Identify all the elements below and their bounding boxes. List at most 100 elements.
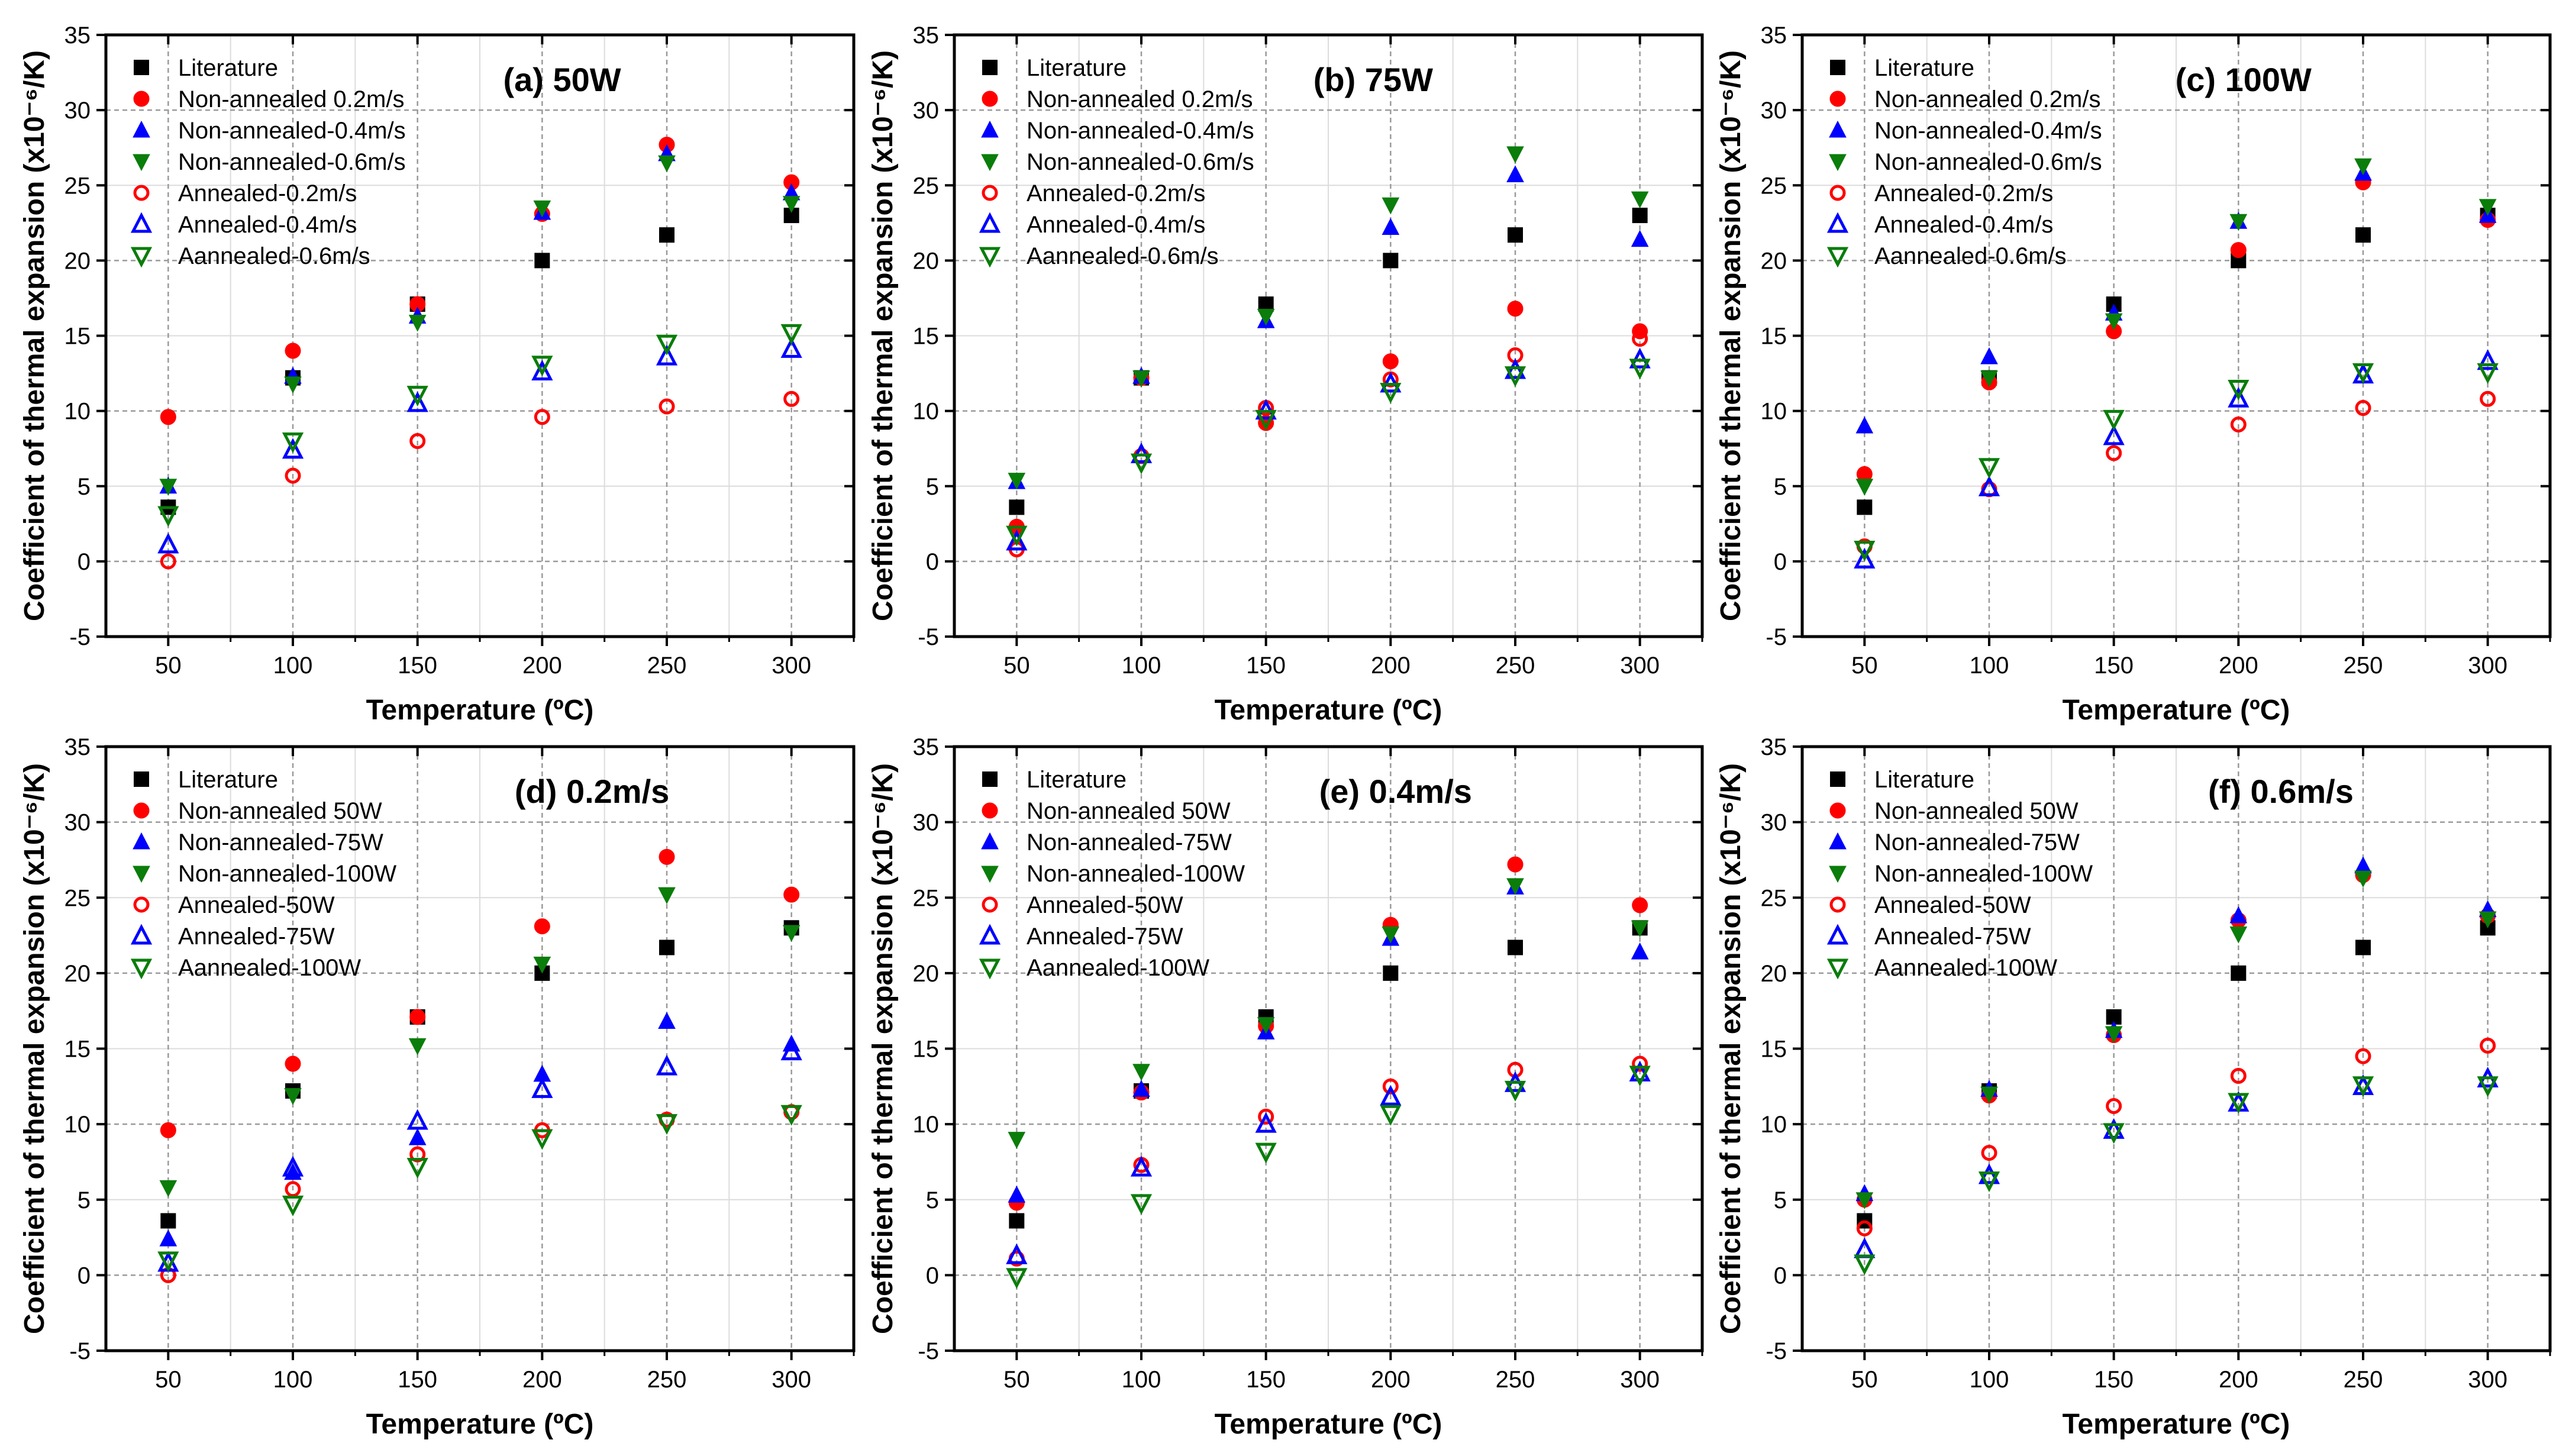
y-tick-label: 0 — [78, 1263, 91, 1289]
data-point-triangle-up-open — [1255, 1112, 1277, 1133]
y-tick-label: -5 — [69, 624, 91, 650]
data-point-triangle-up — [1980, 347, 1998, 364]
legend-marker-triangle-down — [1829, 154, 1847, 172]
y-tick-label: 30 — [1761, 98, 1787, 124]
legend-marker-triangle-up-open — [979, 924, 1001, 945]
data-point-circle-open — [1632, 1055, 1648, 1072]
legend-label: Aannealed-100W — [1027, 955, 1209, 981]
data-point-triangle-down-open — [1978, 458, 2000, 479]
data-point-triangle-up — [1132, 1080, 1150, 1097]
panel-f: 50 100 150 200 250 300 -5 0 5 10 15 20 25 30 35 Tempera… — [1715, 734, 2552, 1440]
data-point-triangle-down — [2105, 1026, 2123, 1044]
data-point-triangle-down — [1257, 1017, 1275, 1034]
legend-label: Non-annealed 0.2m/s — [1027, 86, 1253, 112]
data-point-square — [534, 253, 550, 269]
legend-label: Aannealed-100W — [178, 955, 361, 981]
legend-label: Annealed-75W — [178, 924, 335, 950]
data-point-triangle-down — [1980, 370, 1998, 388]
data-point-triangle-down-open — [1380, 383, 1402, 404]
legend-marker-square — [1830, 771, 1845, 787]
legend-label: Non-annealed 50W — [1874, 798, 2079, 824]
data-point-circle-open — [2106, 1097, 2122, 1114]
x-tick-label: 200 — [522, 1367, 562, 1393]
data-point-triangle-up — [658, 1012, 676, 1029]
data-point-triangle-down-open — [1130, 1194, 1153, 1215]
data-point-triangle-down — [284, 1088, 302, 1105]
legend-marker-triangle-up-open — [979, 212, 1001, 233]
data-point-triangle-down — [1382, 926, 1400, 944]
data-point-circle — [1632, 897, 1648, 913]
data-point-circle-open — [2480, 1037, 2496, 1054]
data-point-triangle-down-open — [1006, 525, 1028, 547]
data-point-triangle-down-open — [157, 506, 179, 527]
data-point-triangle-up — [1382, 218, 1400, 235]
x-tick-label: 100 — [273, 1367, 313, 1393]
data-point-triangle-down-open — [2352, 363, 2374, 384]
data-point-triangle-down — [533, 200, 551, 218]
x-axis-label: Temperature (ºC) — [366, 1409, 594, 1440]
legend-marker-circle — [133, 802, 150, 819]
y-tick-label: 15 — [64, 1037, 91, 1063]
x-tick-label: 100 — [1122, 653, 1161, 679]
y-axis-label: Coefficient of thermal expansion (x10⁻⁶/… — [867, 763, 899, 1334]
data-point-triangle-down-open — [1130, 453, 1153, 474]
legend-marker-square — [982, 60, 998, 75]
x-tick-label: 250 — [647, 653, 687, 679]
data-point-triangle-up-open — [780, 1039, 802, 1061]
y-tick-label: 35 — [913, 734, 940, 760]
data-point-triangle-up-open — [531, 360, 553, 381]
data-point-triangle-down — [2478, 199, 2497, 216]
legend-marker-circle-open — [1829, 896, 1846, 913]
y-axis-label: Coefficient of thermal expansion (x10⁻⁶/… — [1715, 50, 1747, 621]
data-point-triangle-up-open — [2103, 1118, 2125, 1139]
data-point-circle-open — [2230, 417, 2247, 433]
data-point-square — [1857, 499, 1873, 515]
y-tick-label: 15 — [1761, 324, 1787, 350]
y-tick-label: 35 — [913, 22, 940, 49]
data-point-circle-open — [659, 398, 675, 415]
panel-title: (a) 50W — [503, 61, 621, 98]
data-point-triangle-up-open — [282, 1155, 304, 1177]
x-axis-label: Temperature (ºC) — [366, 695, 594, 726]
y-tick-label: 25 — [64, 885, 91, 911]
x-tick-label: 50 — [1003, 1367, 1030, 1393]
data-point-triangle-up-open — [1504, 358, 1526, 379]
y-tick-label: 20 — [913, 248, 940, 274]
x-tick-label: 50 — [1003, 653, 1030, 679]
legend-marker-circle-open — [982, 185, 998, 201]
legend-label: Non-annealed 0.2m/s — [1874, 86, 2100, 112]
x-tick-label: 150 — [2094, 653, 2134, 679]
data-point-triangle-down-open — [531, 1129, 553, 1150]
data-point-square — [2355, 227, 2371, 243]
data-point-triangle-down-open — [2477, 1076, 2499, 1097]
data-point-triangle-down — [159, 1180, 177, 1197]
data-point-triangle-down — [658, 887, 676, 905]
legend-label: Non-annealed 50W — [1027, 798, 1231, 824]
data-point-triangle-down — [284, 376, 302, 393]
data-point-triangle-down — [1631, 191, 1649, 209]
data-point-triangle-down — [2229, 926, 2248, 944]
data-point-circle — [160, 1122, 176, 1138]
data-point-circle-open — [783, 390, 800, 407]
legend-label: Annealed-50W — [178, 892, 335, 918]
y-tick-label: 20 — [64, 961, 91, 987]
panel-title: (d) 0.2m/s — [515, 773, 669, 810]
x-tick-label: 300 — [1620, 653, 1660, 679]
x-tick-label: 150 — [1246, 1367, 1286, 1393]
x-tick-label: 150 — [398, 653, 437, 679]
legend-label: Literature — [1874, 767, 1974, 793]
data-point-triangle-down — [159, 479, 177, 496]
legend-label: Aannealed-0.6m/s — [178, 243, 370, 269]
y-tick-label: 15 — [913, 1037, 940, 1063]
panel-c: 50 100 150 200 250 300 -5 0 5 10 15 20 25 30 35 Tempera… — [1715, 22, 2552, 726]
data-point-square — [659, 940, 674, 955]
legend-marker-circle-open — [1829, 185, 1846, 201]
legend-marker-triangle-up — [981, 120, 999, 138]
panel-b: 50 100 150 200 250 300 -5 0 5 10 15 20 25 30 35 Tempera… — [867, 22, 1704, 726]
data-point-triangle-up-open — [282, 438, 304, 459]
data-point-triangle-up-open — [1006, 530, 1028, 551]
data-point-circle-open — [160, 553, 176, 570]
data-point-triangle-down-open — [1978, 1171, 2000, 1192]
data-point-square — [1508, 227, 1523, 243]
